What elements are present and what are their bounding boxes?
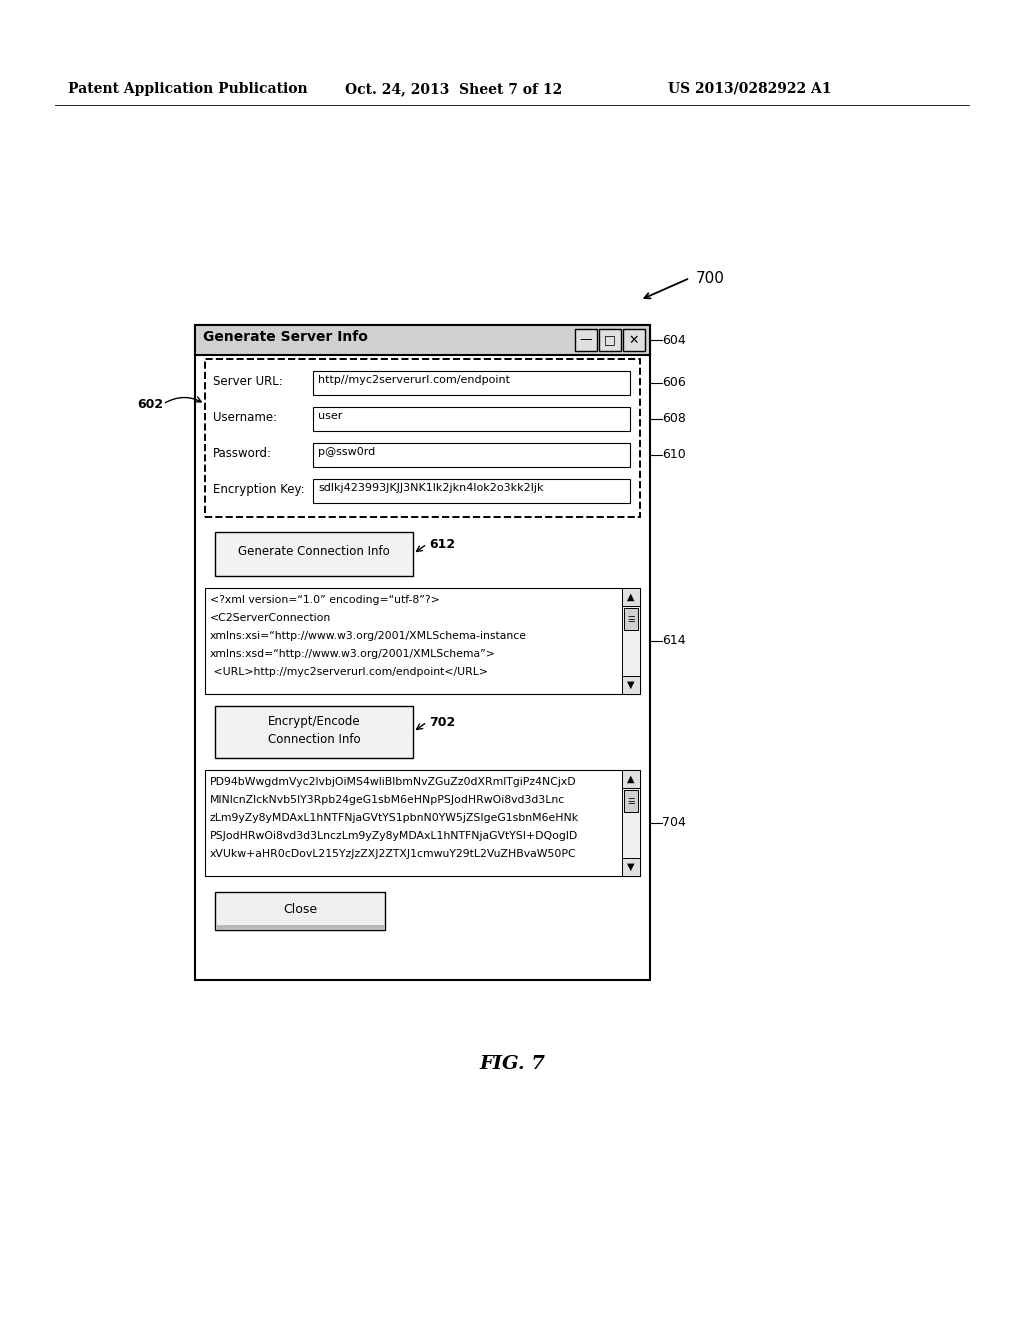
Text: FIG. 7: FIG. 7 xyxy=(479,1055,545,1073)
Text: Generate Server Info: Generate Server Info xyxy=(203,330,368,345)
Text: 604: 604 xyxy=(662,334,686,346)
Text: PSJodHRwOi8vd3d3LnczLm9yZy8yMDAxL1hNTFNjaGVtYSI+DQoglD: PSJodHRwOi8vd3d3LnczLm9yZy8yMDAxL1hNTFNj… xyxy=(210,832,579,841)
Bar xyxy=(215,892,385,931)
Text: ☰: ☰ xyxy=(628,796,635,805)
Bar xyxy=(624,609,638,630)
Text: Generate Connection Info: Generate Connection Info xyxy=(239,545,390,558)
Text: <?xml version=“1.0” encoding=“utf-8”?>: <?xml version=“1.0” encoding=“utf-8”?> xyxy=(210,595,439,605)
Text: ▼: ▼ xyxy=(628,680,635,690)
Bar xyxy=(195,325,650,979)
Bar xyxy=(195,325,650,355)
Bar xyxy=(622,587,640,694)
Bar xyxy=(624,789,638,812)
Text: 610: 610 xyxy=(662,449,686,462)
Text: □: □ xyxy=(604,334,615,346)
Text: ▼: ▼ xyxy=(628,862,635,873)
Text: zLm9yZy8yMDAxL1hNTFNjaGVtYS1pbnN0YW5jZSIgeG1sbnM6eHNk: zLm9yZy8yMDAxL1hNTFNjaGVtYS1pbnN0YW5jZSI… xyxy=(210,813,580,822)
Bar xyxy=(205,587,640,694)
Text: Oct. 24, 2013  Sheet 7 of 12: Oct. 24, 2013 Sheet 7 of 12 xyxy=(345,82,562,96)
Bar xyxy=(622,770,640,876)
Bar xyxy=(215,706,413,758)
Bar xyxy=(215,532,413,576)
Text: 700: 700 xyxy=(696,271,725,286)
Text: —: — xyxy=(580,334,592,346)
Text: Password:: Password: xyxy=(213,447,272,459)
Text: p@ssw0rd: p@ssw0rd xyxy=(318,447,375,457)
Text: ▲: ▲ xyxy=(628,774,635,784)
Text: xmlns:xsi=“http://www.w3.org/2001/XMLSchema-instance: xmlns:xsi=“http://www.w3.org/2001/XMLSch… xyxy=(210,631,527,642)
Bar xyxy=(622,587,640,606)
Text: 606: 606 xyxy=(662,376,686,389)
Text: US 2013/0282922 A1: US 2013/0282922 A1 xyxy=(668,82,831,96)
Text: Server URL:: Server URL: xyxy=(213,375,283,388)
Text: Encrypt/Encode: Encrypt/Encode xyxy=(267,715,360,729)
Bar xyxy=(205,359,640,517)
Text: MlNlcnZlckNvb5IY3Rpb24geG1sbM6eHNpPSJodHRwOi8vd3d3Lnc: MlNlcnZlckNvb5IY3Rpb24geG1sbM6eHNpPSJodH… xyxy=(210,795,565,805)
Text: PD94bWwgdmVyc2lvbjOiMS4wliBlbmNvZGuZz0dXRmlTgiPz4NCjxD: PD94bWwgdmVyc2lvbjOiMS4wliBlbmNvZGuZz0dX… xyxy=(210,777,577,787)
Bar xyxy=(599,329,621,351)
Text: xmlns:xsd=“http://www.w3.org/2001/XMLSchema”>: xmlns:xsd=“http://www.w3.org/2001/XMLSch… xyxy=(210,649,496,659)
Text: ▲: ▲ xyxy=(628,591,635,602)
Text: 614: 614 xyxy=(662,635,686,648)
Bar xyxy=(622,770,640,788)
Text: Connection Info: Connection Info xyxy=(267,733,360,746)
Bar xyxy=(575,329,597,351)
Text: 704: 704 xyxy=(662,817,686,829)
Bar xyxy=(313,407,630,432)
Text: Close: Close xyxy=(283,903,317,916)
Bar xyxy=(205,770,640,876)
Bar xyxy=(622,676,640,694)
Text: 612: 612 xyxy=(429,537,455,550)
Bar xyxy=(313,371,630,395)
Bar xyxy=(623,329,645,351)
Text: <URL>http://myc2serverurl.com/endpoint</URL>: <URL>http://myc2serverurl.com/endpoint</… xyxy=(210,667,488,677)
Text: Patent Application Publication: Patent Application Publication xyxy=(68,82,307,96)
Bar xyxy=(217,925,385,931)
Text: http//myc2serverurl.com/endpoint: http//myc2serverurl.com/endpoint xyxy=(318,375,510,385)
Text: 702: 702 xyxy=(429,715,456,729)
Text: 608: 608 xyxy=(662,412,686,425)
Text: ✕: ✕ xyxy=(629,334,639,346)
Bar xyxy=(313,479,630,503)
Text: xVUkw+aHR0cDovL215YzJzZXJ2ZTXJ1cmwuY29tL2VuZHBvaW50PC: xVUkw+aHR0cDovL215YzJzZXJ2ZTXJ1cmwuY29tL… xyxy=(210,849,577,859)
Text: ☰: ☰ xyxy=(628,615,635,623)
Text: user: user xyxy=(318,411,342,421)
Bar xyxy=(622,858,640,876)
Text: sdlkj423993JKJJ3NK1lk2jkn4lok2o3kk2ljk: sdlkj423993JKJJ3NK1lk2jkn4lok2o3kk2ljk xyxy=(318,483,544,492)
Text: Encryption Key:: Encryption Key: xyxy=(213,483,304,496)
Text: 602: 602 xyxy=(137,397,163,411)
Text: <C2ServerConnection: <C2ServerConnection xyxy=(210,612,331,623)
Bar xyxy=(313,444,630,467)
Text: Username:: Username: xyxy=(213,411,278,424)
